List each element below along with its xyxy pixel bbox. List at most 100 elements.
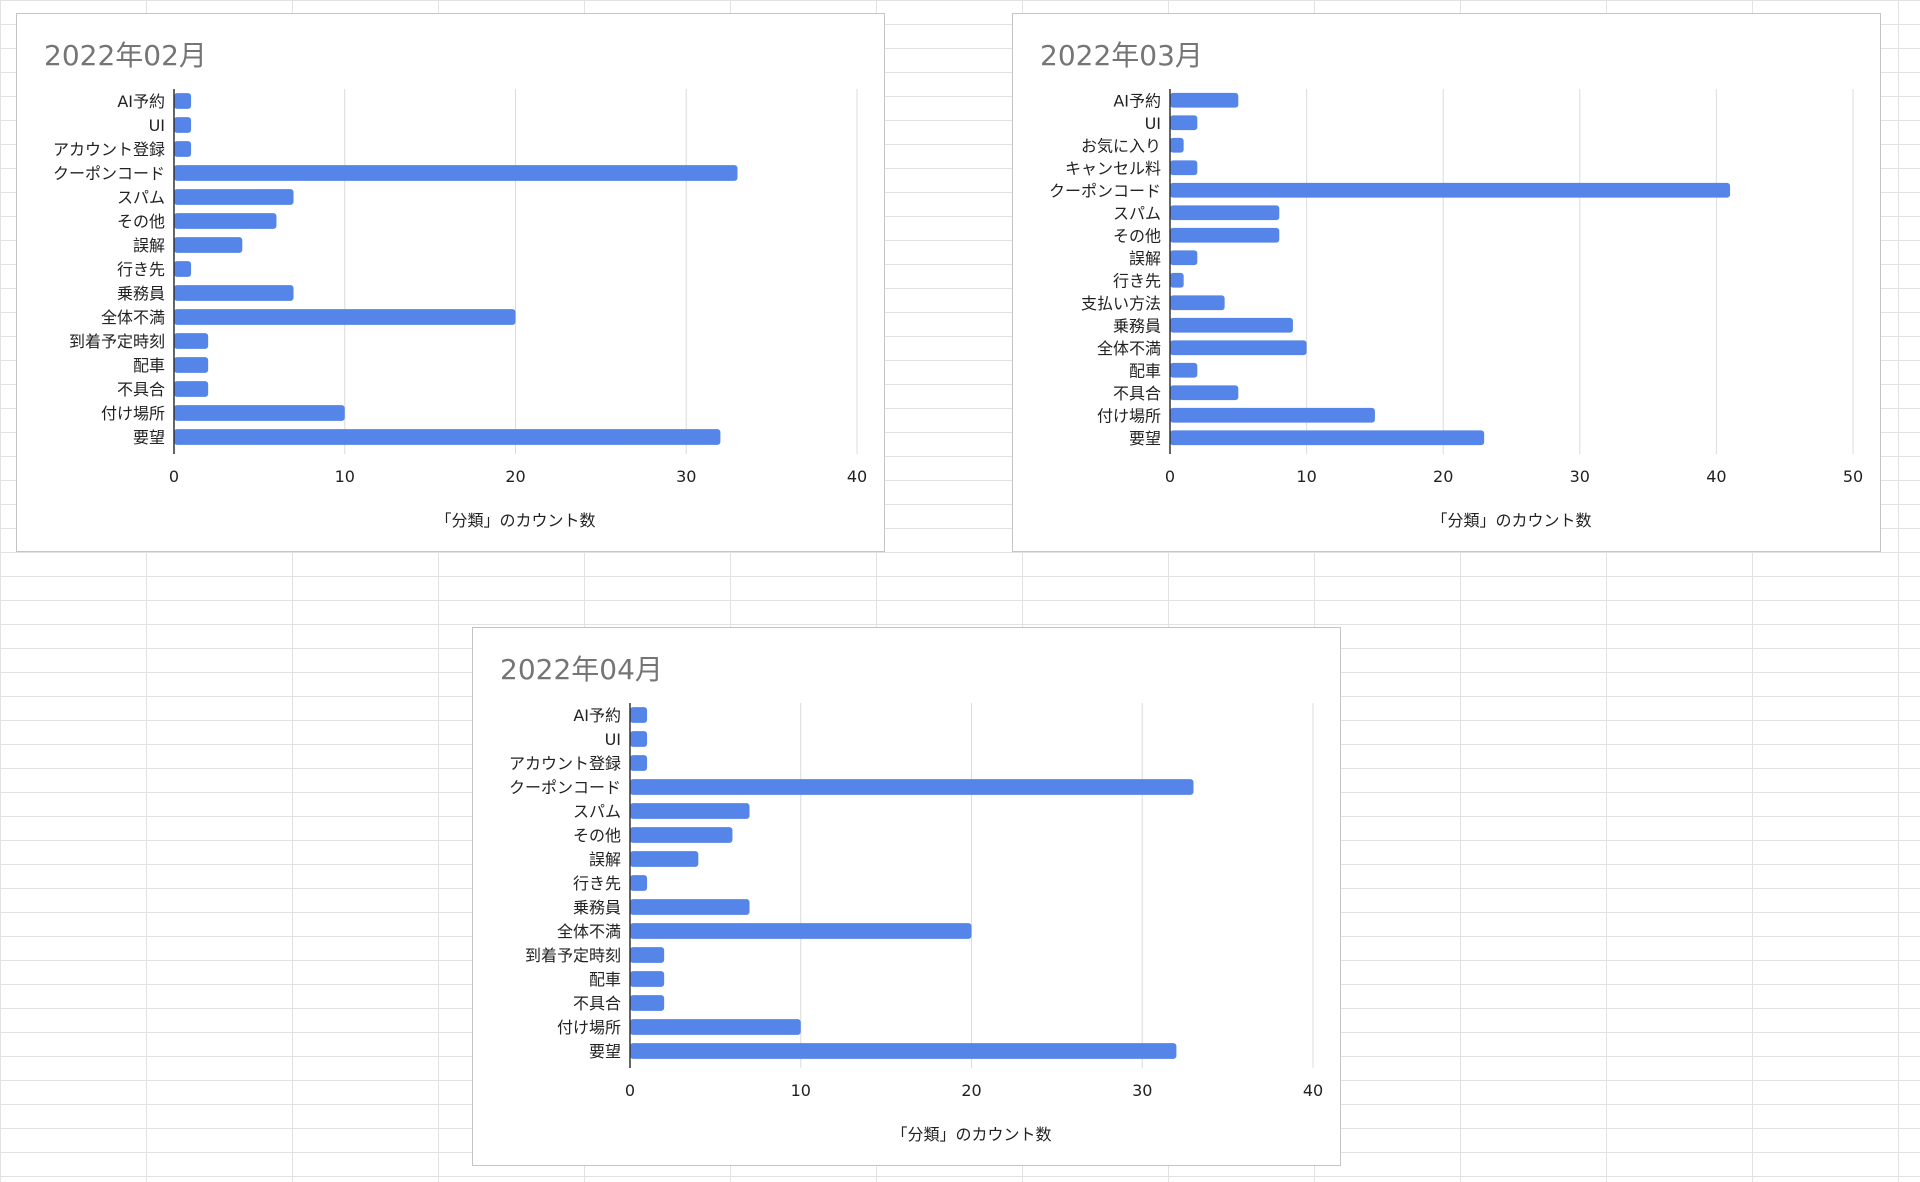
- bar: [630, 947, 665, 963]
- category-label: クーポンコード: [53, 164, 165, 183]
- x-axis-label: 「分類」のカウント数: [1431, 511, 1591, 530]
- category-label: クーポンコード: [509, 778, 621, 797]
- category-label: 誤解: [589, 850, 621, 869]
- category-label: 到着予定時刻: [69, 332, 165, 351]
- x-axis-label: 「分類」のカウント数: [891, 1125, 1051, 1144]
- category-label: 全体不満: [1097, 339, 1161, 358]
- category-label: AI予約: [1113, 91, 1161, 110]
- category-label: 行き先: [573, 874, 621, 893]
- category-label: その他: [117, 212, 165, 231]
- bar: [630, 851, 699, 867]
- bar: [630, 755, 648, 771]
- bar: [1170, 137, 1184, 153]
- bar: [630, 779, 1194, 795]
- bar: [1170, 295, 1225, 311]
- category-label: その他: [1113, 226, 1161, 245]
- category-label: 行き先: [117, 260, 165, 279]
- bar: [174, 141, 192, 157]
- bar: [630, 899, 750, 915]
- x-tick-label: 40: [1706, 467, 1726, 486]
- bar: [630, 995, 665, 1011]
- bar: [1170, 115, 1198, 131]
- bar: [174, 93, 192, 109]
- x-tick-label: 10: [1296, 467, 1316, 486]
- bar: [630, 971, 665, 987]
- bar: [174, 261, 192, 277]
- category-label: 誤解: [133, 236, 165, 255]
- category-label: キャンセル料: [1065, 159, 1161, 178]
- x-tick-label: 0: [1165, 467, 1175, 486]
- bar-chart-svg: 0 10 20 30 40 AI予約 UI アカウント登録クーポンコードスパムその他誤解行き先…: [509, 703, 1323, 1144]
- category-label: 乗務員: [117, 284, 165, 303]
- category-label: 全体不満: [557, 922, 621, 941]
- x-tick-label: 20: [961, 1081, 981, 1100]
- chart-title: 2022年02月: [44, 39, 207, 72]
- bar: [1170, 317, 1293, 333]
- chart-card-2022-02[interactable]: 2022年02月 0 10 20 30 40 AI予約 UI アカウント登録 クーポンコード スパ…: [16, 13, 885, 552]
- category-label: 支払い方法: [1081, 294, 1161, 313]
- bar: [630, 803, 750, 819]
- bar: [1170, 407, 1375, 423]
- category-label: 配車: [133, 356, 165, 375]
- bar: [1170, 160, 1198, 176]
- category-label: 要望: [1129, 429, 1161, 448]
- category-label: 誤解: [1129, 249, 1161, 268]
- bar-chart-svg: 0 10 20 30 40 AI予約 UI アカウント登録クーポンコードスパムその他誤解行き先…: [53, 89, 867, 530]
- chart-card-2022-04[interactable]: 2022年04月 0 10 20 30 40 AI予約 UI アカウント登録 クーポンコード スパ…: [472, 627, 1341, 1166]
- bar: [174, 189, 294, 205]
- category-label: 乗務員: [573, 898, 621, 917]
- bar: [174, 381, 209, 397]
- category-label: 行き先: [1113, 271, 1161, 290]
- category-label: 全体不満: [101, 308, 165, 327]
- bar: [630, 875, 648, 891]
- category-label: 不具合: [1113, 384, 1161, 403]
- bar: [1170, 182, 1731, 198]
- category-label: 乗務員: [1113, 316, 1161, 335]
- category-label: アカウント登録: [509, 754, 621, 773]
- x-tick-label: 10: [791, 1081, 811, 1100]
- category-label: UI: [1145, 114, 1161, 133]
- bar: [174, 405, 345, 421]
- category-label: 要望: [589, 1042, 621, 1061]
- x-tick-label: 20: [505, 467, 525, 486]
- bar: [630, 707, 648, 723]
- bar: [1170, 385, 1239, 401]
- bar: [630, 827, 733, 843]
- category-label: 不具合: [117, 380, 165, 399]
- bar: [174, 285, 294, 301]
- x-tick-label: 40: [1303, 1081, 1323, 1100]
- x-tick-label: 50: [1843, 467, 1863, 486]
- bar: [174, 429, 721, 445]
- category-label: AI予約: [573, 706, 621, 725]
- bar: [630, 923, 972, 939]
- bar: [630, 1043, 1177, 1059]
- x-tick-label: 30: [1132, 1081, 1152, 1100]
- bar: [1170, 227, 1280, 243]
- category-label: スパム: [117, 188, 165, 207]
- chart-title: 2022年03月: [1040, 39, 1203, 72]
- x-tick-label: 10: [335, 467, 355, 486]
- bar: [1170, 272, 1184, 288]
- category-label: UI: [605, 730, 621, 749]
- category-label: クーポンコード: [1049, 181, 1161, 200]
- x-tick-label: 0: [169, 467, 179, 486]
- bar: [630, 731, 648, 747]
- chart-card-2022-03[interactable]: 2022年03月 0 10 20 30 40 50 AI予約 UI お気に入り キャンセル料 クーポ…: [1012, 13, 1881, 552]
- bar: [174, 357, 209, 373]
- category-label: 到着予定時刻: [525, 946, 621, 965]
- category-label: その他: [573, 826, 621, 845]
- x-tick-label: 0: [625, 1081, 635, 1100]
- x-tick-label: 30: [676, 467, 696, 486]
- category-label: 配車: [1129, 361, 1161, 380]
- bar: [174, 333, 209, 349]
- bar: [1170, 92, 1239, 108]
- category-label: アカウント登録: [53, 140, 165, 159]
- x-tick-label: 20: [1433, 467, 1453, 486]
- bar-chart-svg: 0 10 20 30 40 50 AI予約 UI お気に入りキャンセル料クーポンコードスパムその…: [1049, 89, 1863, 530]
- category-label: スパム: [573, 802, 621, 821]
- category-label: 付け場所: [1097, 406, 1161, 425]
- bar: [1170, 362, 1198, 378]
- bar: [174, 117, 192, 133]
- x-tick-label: 40: [847, 467, 867, 486]
- bar: [1170, 340, 1307, 356]
